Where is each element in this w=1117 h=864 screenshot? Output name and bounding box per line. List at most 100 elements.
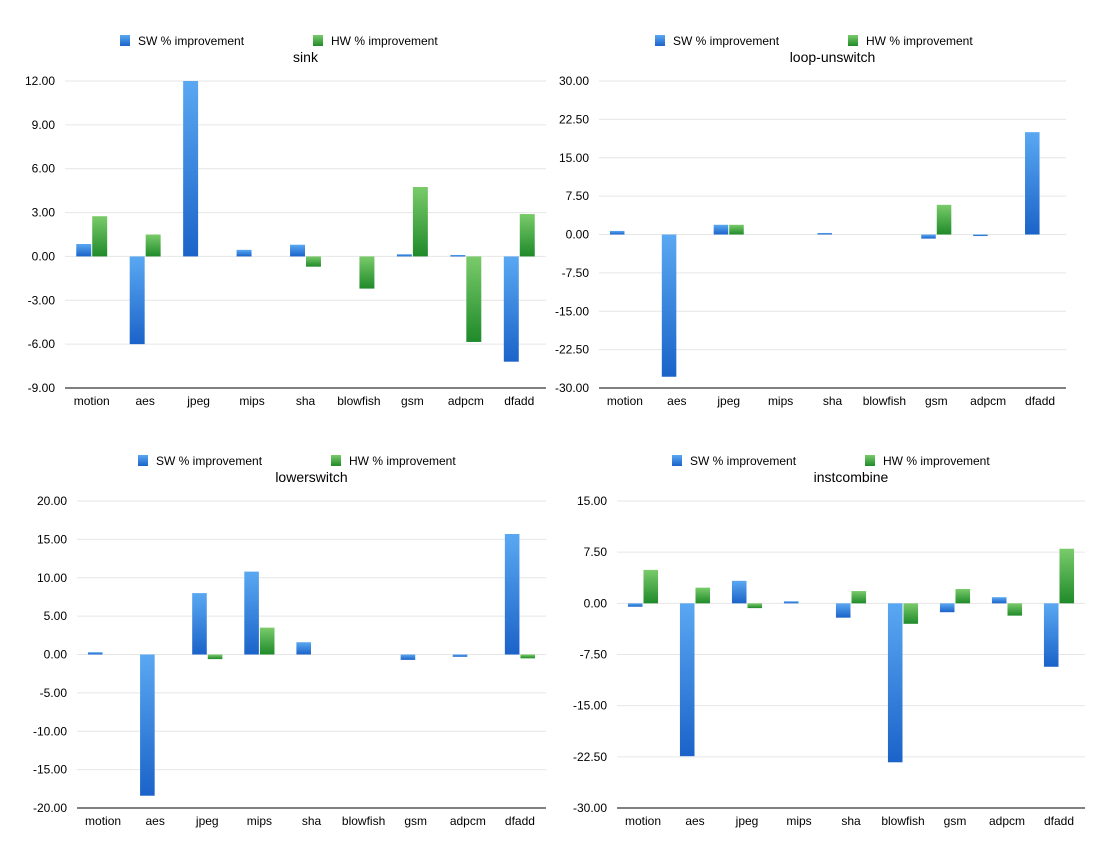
- legend-sw-swatch: [120, 35, 130, 46]
- y-tick-label: -6.00: [28, 337, 56, 351]
- sw-bar-blowfish: [887, 603, 903, 763]
- sw-bar-dfadd: [1043, 603, 1059, 667]
- sw-bar-sha: [296, 642, 311, 655]
- legend-sw-swatch: [672, 455, 682, 466]
- sw-bar-adpcm: [973, 234, 988, 237]
- x-category-label: adpcm: [989, 814, 1025, 828]
- x-category-label: blowfish: [342, 814, 385, 828]
- y-tick-label: -7.50: [562, 266, 590, 280]
- sw-bar-adpcm: [991, 597, 1007, 604]
- chart-title: lowerswitch: [275, 469, 347, 485]
- y-tick-label: -22.50: [555, 343, 589, 357]
- x-category-label: dfadd: [504, 394, 534, 408]
- sw-bar-gsm: [400, 654, 416, 660]
- sw-bar-aes: [140, 654, 155, 796]
- legend-hw-label: HW % improvement: [349, 454, 456, 468]
- y-tick-label: 6.00: [32, 162, 56, 176]
- hw-bar-sha: [306, 256, 321, 267]
- sw-bar-jpeg: [713, 224, 729, 235]
- x-category-label: blowfish: [337, 394, 380, 408]
- sw-bar-mips: [236, 249, 252, 257]
- sw-bar-dfadd: [503, 256, 519, 362]
- hw-bar-aes: [695, 587, 711, 604]
- hw-bar-motion: [643, 569, 659, 604]
- y-tick-label: 5.00: [44, 609, 68, 623]
- y-tick-label: -15.00: [573, 699, 607, 713]
- sw-bar-jpeg: [731, 580, 747, 604]
- y-tick-label: -5.00: [40, 686, 68, 700]
- x-category-label: adpcm: [448, 394, 484, 408]
- legend-sw-swatch: [138, 455, 148, 466]
- y-tick-label: 3.00: [32, 206, 56, 220]
- sw-bar-adpcm: [450, 254, 466, 257]
- hw-bar-gsm: [412, 186, 428, 257]
- x-category-label: gsm: [925, 394, 948, 408]
- sw-bar-mips: [244, 571, 259, 655]
- legend-hw-swatch: [313, 35, 323, 46]
- x-category-label: blowfish: [881, 814, 924, 828]
- x-category-label: sha: [823, 394, 843, 408]
- x-category-label: dfadd: [1025, 394, 1055, 408]
- chart-panel-lowerswitch: SW % improvement HW % improvementlowerswi…: [33, 454, 546, 828]
- x-category-label: mips: [247, 814, 272, 828]
- chart-panel-loop-unswitch: SW % improvement HW % improvementloop-uns…: [555, 34, 1066, 408]
- sw-bar-aes: [129, 256, 145, 345]
- hw-bar-motion: [92, 216, 108, 257]
- x-category-label: sha: [302, 814, 322, 828]
- y-tick-label: -20.00: [33, 801, 67, 815]
- chart-panel-sink: SW % improvement HW % improvement sink 12.0…: [25, 34, 546, 408]
- hw-bar-blowfish: [903, 603, 919, 624]
- y-tick-label: 7.50: [584, 545, 608, 559]
- legend-sw-swatch: [655, 35, 665, 46]
- hw-bar-blowfish: [359, 256, 375, 289]
- y-tick-label: -30.00: [555, 381, 589, 395]
- sw-bar-motion: [627, 603, 643, 607]
- y-tick-label: 7.50: [566, 189, 590, 203]
- x-category-label: adpcm: [970, 394, 1006, 408]
- x-category-label: sha: [841, 814, 861, 828]
- y-tick-label: 9.00: [32, 118, 56, 132]
- x-category-label: gsm: [944, 814, 967, 828]
- y-tick-label: -30.00: [573, 801, 607, 815]
- y-tick-label: -15.00: [33, 763, 67, 777]
- legend-hw-swatch: [331, 455, 341, 466]
- y-tick-label: 12.00: [25, 74, 55, 88]
- chart-title: instcombine: [814, 469, 889, 485]
- hw-bar-jpeg: [747, 603, 763, 609]
- x-category-label: mips: [239, 394, 264, 408]
- hw-bar-gsm: [936, 204, 952, 235]
- sw-bar-sha: [817, 232, 832, 235]
- y-tick-label: 10.00: [37, 571, 67, 585]
- y-tick-label: 0.00: [566, 228, 590, 242]
- hw-bar-sha: [851, 591, 867, 604]
- y-tick-label: 0.00: [44, 648, 68, 662]
- x-category-label: gsm: [404, 814, 427, 828]
- x-category-label: motion: [74, 394, 110, 408]
- x-category-label: jpeg: [186, 394, 210, 408]
- hw-bar-dfadd: [519, 214, 535, 257]
- x-category-label: mips: [768, 394, 793, 408]
- sw-bar-gsm: [396, 254, 412, 257]
- x-category-label: motion: [85, 814, 121, 828]
- y-tick-label: -3.00: [28, 293, 56, 307]
- hw-bar-dfadd: [1059, 548, 1075, 604]
- y-tick-label: 15.00: [559, 151, 589, 165]
- sw-bar-mips: [783, 601, 799, 604]
- chart-title: loop-unswitch: [790, 49, 876, 65]
- sw-bar-gsm: [921, 234, 936, 239]
- legend-hw-label: HW % improvement: [883, 454, 990, 468]
- sw-bar-motion: [76, 244, 92, 257]
- x-category-label: aes: [667, 394, 686, 408]
- sw-bar-motion: [87, 652, 103, 655]
- sw-bar-aes: [661, 234, 677, 377]
- sw-bar-dfadd: [1025, 132, 1040, 235]
- x-category-label: aes: [145, 814, 164, 828]
- x-category-label: jpeg: [735, 814, 759, 828]
- x-category-label: aes: [685, 814, 704, 828]
- y-tick-label: 20.00: [37, 494, 67, 508]
- x-category-label: sha: [296, 394, 316, 408]
- y-tick-label: 0.00: [32, 249, 56, 263]
- sw-bar-aes: [679, 603, 695, 757]
- legend-sw-label: SW % improvement: [156, 454, 263, 468]
